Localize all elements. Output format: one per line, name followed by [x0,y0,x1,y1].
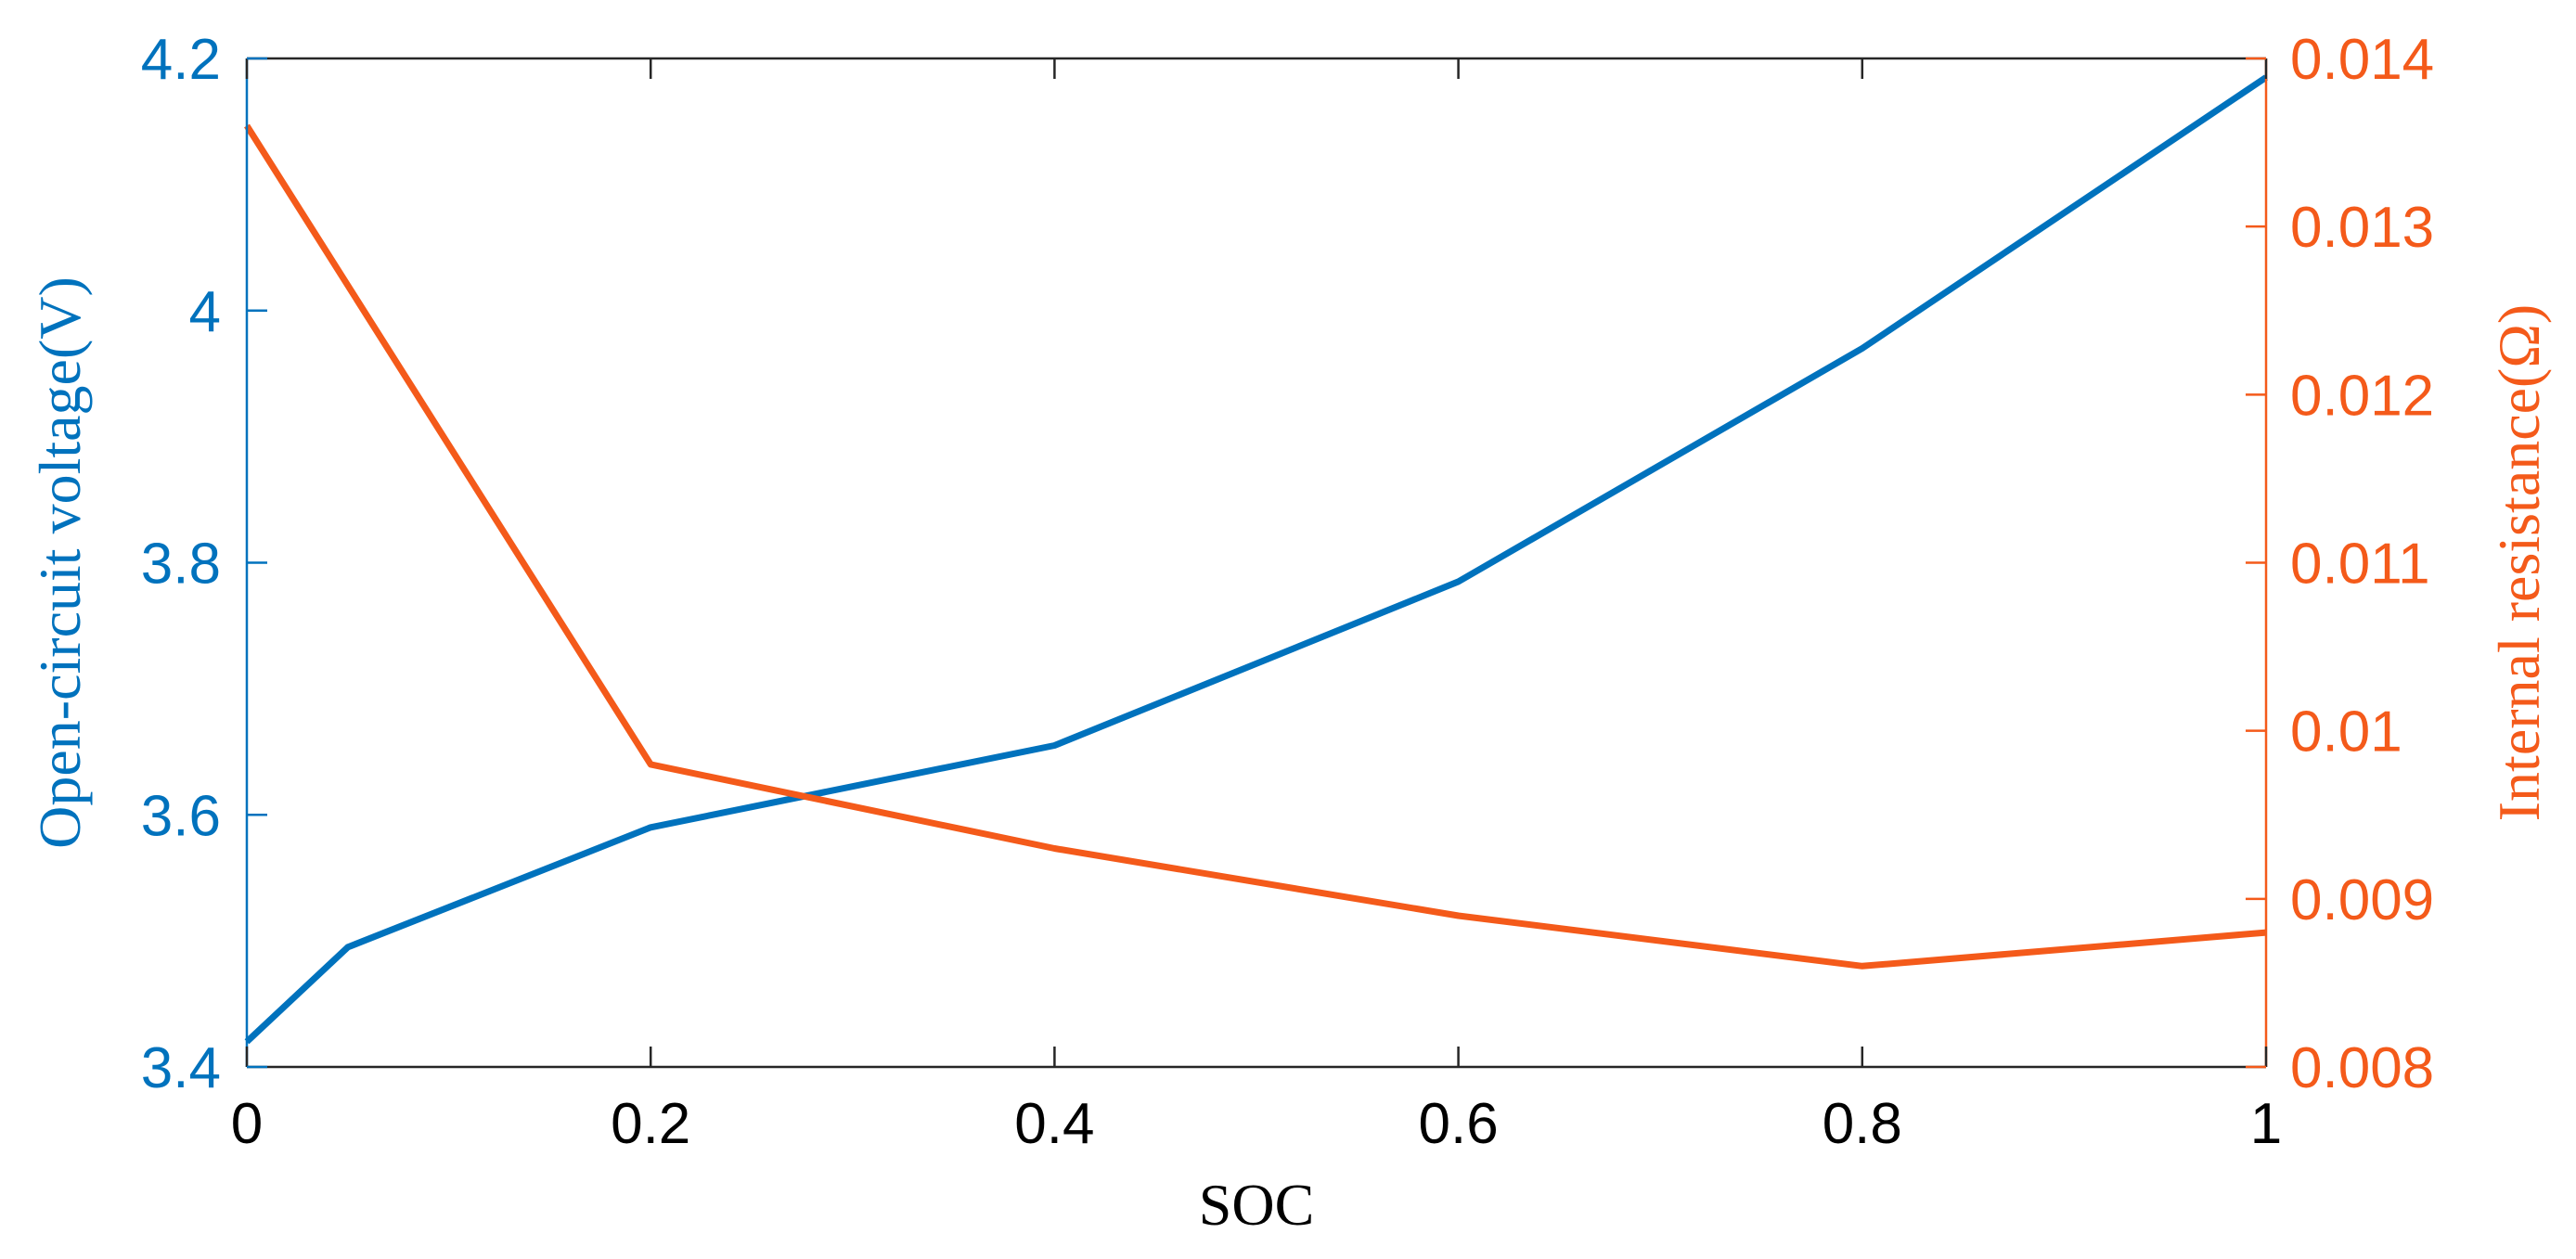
x-tick-label: 0.8 [1823,1092,1902,1156]
left-y-tick-label: 4 [189,280,221,344]
series-layer [244,74,2268,1045]
x-tick-label: 1 [2250,1092,2282,1156]
right-y-tick-label: 0.009 [2290,868,2434,932]
right-y-tick-label: 0.014 [2290,28,2434,92]
left-y-tick-label: 3.8 [141,533,221,597]
resistance-series-line [244,123,2267,970]
x-tick-label: 0.6 [1418,1092,1498,1156]
voltage-series-line [244,74,2268,1045]
right-y-axis-title: Internal resistance(Ω) [2486,304,2552,822]
left-y-tick-label: 4.2 [141,28,221,92]
left-y-tick-label: 3.6 [141,784,221,848]
right-y-tick-label: 0.011 [2290,533,2430,597]
x-axis-title: SOC [1199,1172,1315,1238]
labels-layer: SOC Open-circuit voltage(V) Internal res… [27,276,2552,1238]
right-y-tick-label: 0.008 [2290,1036,2434,1100]
left-y-axis-title: Open-circuit voltage(V) [27,276,93,849]
x-tick-label: 0.4 [1014,1092,1094,1156]
right-y-tick-label: 0.01 [2290,700,2402,764]
right-y-tick-label: 0.013 [2290,196,2434,260]
axes-layer: 0 0.2 0.4 0.6 0.8 1 3.4 3.6 3.8 4 4.2 0.008 0.009 0.0… [141,28,2434,1156]
right-y-tick-label: 0.012 [2290,364,2434,428]
x-tick-label: 0 [231,1092,263,1156]
x-tick-label: 0.2 [611,1092,690,1156]
left-y-tick-label: 3.4 [141,1036,221,1100]
